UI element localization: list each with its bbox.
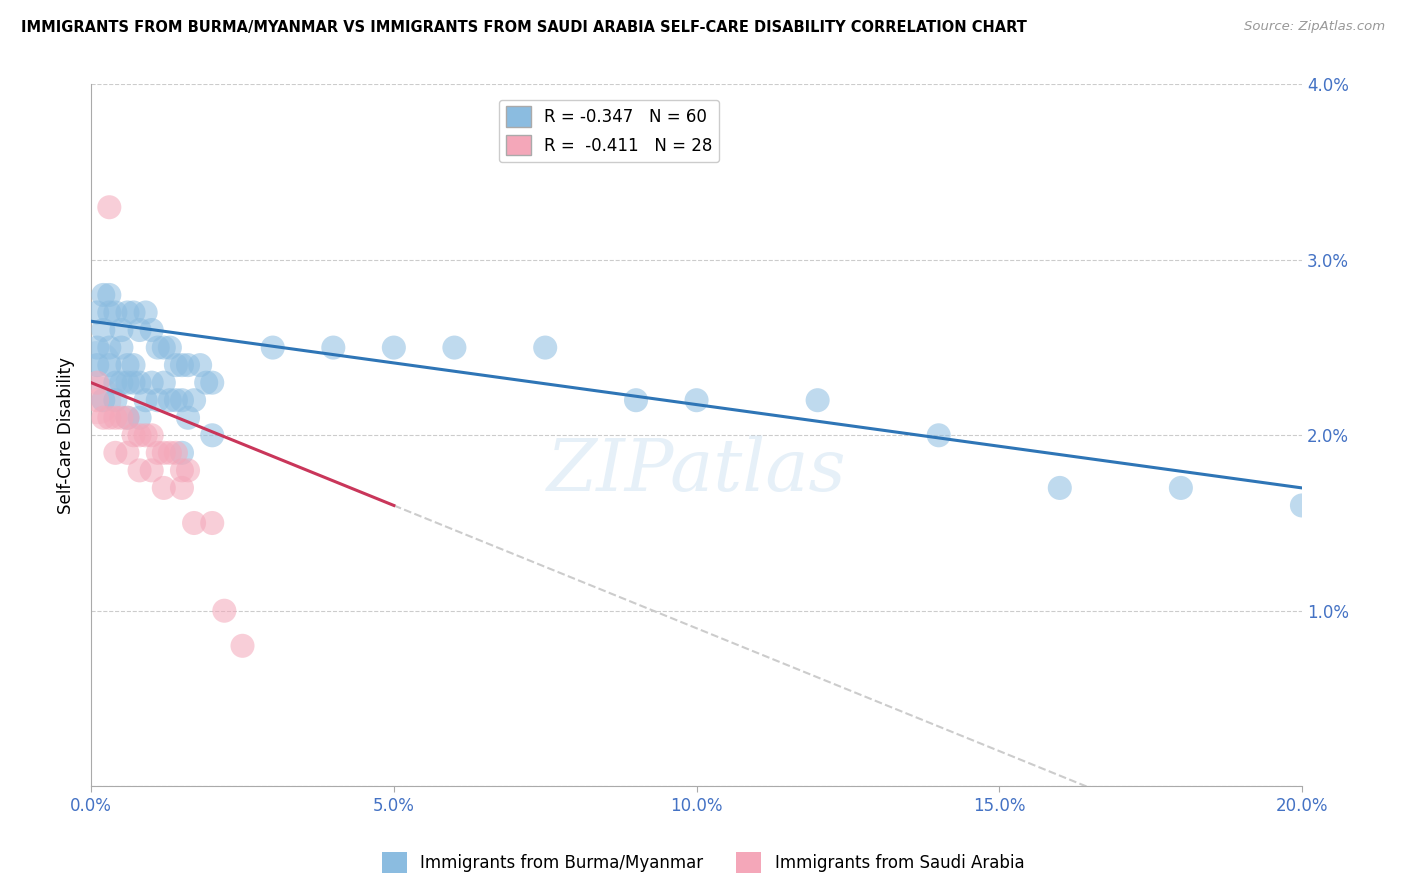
Legend: Immigrants from Burma/Myanmar, Immigrants from Saudi Arabia: Immigrants from Burma/Myanmar, Immigrant…	[375, 846, 1031, 880]
Point	[86, 393, 108, 408]
Point	[128, 428, 150, 442]
Point	[807, 393, 830, 408]
Y-axis label: Self-Care Disability: Self-Care Disability	[58, 357, 75, 514]
Text: ZIPatlas: ZIPatlas	[547, 435, 846, 506]
Point	[1170, 481, 1192, 495]
Point	[262, 341, 284, 355]
Point	[86, 376, 108, 390]
Point	[86, 393, 108, 408]
Point	[110, 410, 132, 425]
Point	[195, 376, 218, 390]
Point	[624, 393, 647, 408]
Point	[128, 376, 150, 390]
Point	[86, 341, 108, 355]
Point	[141, 323, 163, 337]
Point	[128, 410, 150, 425]
Point	[201, 376, 224, 390]
Legend: R = -0.347   N = 60, R =  -0.411   N = 28: R = -0.347 N = 60, R = -0.411 N = 28	[499, 100, 718, 162]
Point	[91, 410, 114, 425]
Point	[685, 393, 707, 408]
Point	[170, 393, 193, 408]
Point	[1291, 499, 1313, 513]
Point	[201, 428, 224, 442]
Point	[146, 393, 169, 408]
Point	[117, 410, 139, 425]
Point	[170, 481, 193, 495]
Point	[122, 428, 145, 442]
Point	[165, 358, 187, 372]
Point	[153, 341, 176, 355]
Point	[86, 305, 108, 319]
Point	[141, 376, 163, 390]
Point	[117, 376, 139, 390]
Point	[153, 376, 176, 390]
Point	[86, 358, 108, 372]
Point	[91, 288, 114, 302]
Point	[141, 428, 163, 442]
Point	[104, 305, 127, 319]
Point	[98, 288, 121, 302]
Point	[177, 410, 200, 425]
Point	[117, 305, 139, 319]
Point	[170, 446, 193, 460]
Point	[928, 428, 950, 442]
Point	[122, 305, 145, 319]
Point	[159, 341, 181, 355]
Point	[170, 358, 193, 372]
Point	[104, 446, 127, 460]
Point	[135, 305, 157, 319]
Point	[146, 341, 169, 355]
Point	[117, 358, 139, 372]
Point	[128, 463, 150, 477]
Point	[135, 393, 157, 408]
Point	[117, 410, 139, 425]
Text: IMMIGRANTS FROM BURMA/MYANMAR VS IMMIGRANTS FROM SAUDI ARABIA SELF-CARE DISABILI: IMMIGRANTS FROM BURMA/MYANMAR VS IMMIGRA…	[21, 20, 1026, 35]
Point	[201, 516, 224, 530]
Point	[98, 305, 121, 319]
Point	[165, 446, 187, 460]
Point	[159, 446, 181, 460]
Point	[122, 358, 145, 372]
Point	[177, 463, 200, 477]
Point	[183, 516, 205, 530]
Point	[141, 463, 163, 477]
Point	[214, 604, 236, 618]
Point	[110, 323, 132, 337]
Point	[91, 393, 114, 408]
Point	[122, 376, 145, 390]
Point	[159, 393, 181, 408]
Point	[534, 341, 557, 355]
Point	[117, 446, 139, 460]
Point	[165, 393, 187, 408]
Text: Source: ZipAtlas.com: Source: ZipAtlas.com	[1244, 20, 1385, 33]
Point	[231, 639, 253, 653]
Point	[153, 446, 176, 460]
Point	[110, 341, 132, 355]
Point	[170, 463, 193, 477]
Point	[188, 358, 211, 372]
Point	[128, 323, 150, 337]
Point	[98, 200, 121, 214]
Point	[98, 358, 121, 372]
Point	[135, 428, 157, 442]
Point	[322, 341, 344, 355]
Point	[98, 341, 121, 355]
Point	[91, 323, 114, 337]
Point	[104, 410, 127, 425]
Point	[110, 376, 132, 390]
Point	[86, 358, 108, 372]
Point	[183, 393, 205, 408]
Point	[443, 341, 465, 355]
Point	[382, 341, 405, 355]
Point	[177, 358, 200, 372]
Point	[104, 393, 127, 408]
Point	[1049, 481, 1071, 495]
Point	[104, 376, 127, 390]
Point	[98, 410, 121, 425]
Point	[146, 446, 169, 460]
Point	[153, 481, 176, 495]
